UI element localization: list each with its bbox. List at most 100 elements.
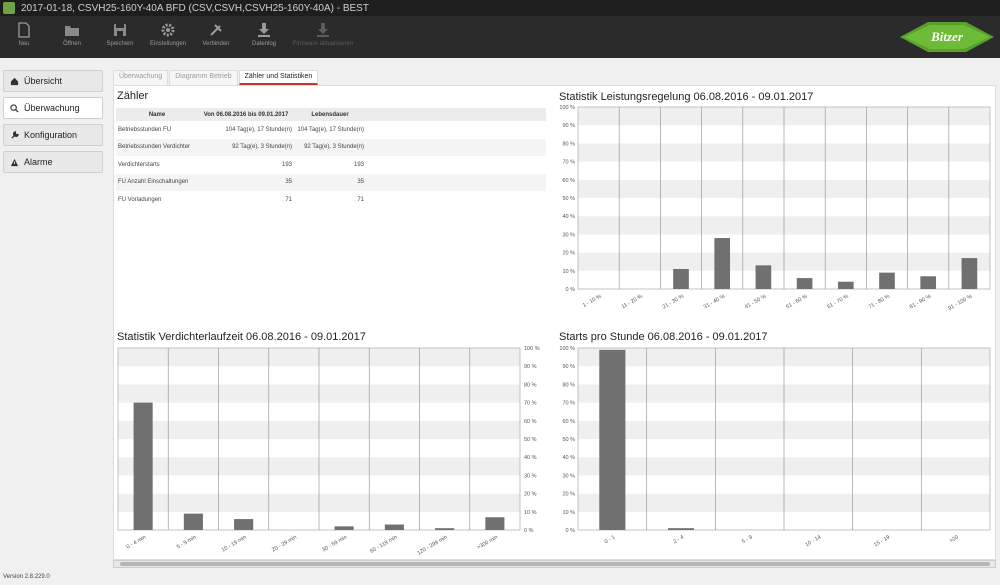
table-cell-empty: [366, 156, 546, 174]
counter-period-value: 35: [198, 173, 294, 191]
datalog-button-label: Datenlog: [251, 41, 277, 47]
wrench-icon: [11, 130, 19, 139]
search-icon: [10, 103, 19, 113]
counter-lifetime-value: 193: [353, 161, 364, 168]
y-tick-label: 60 %: [524, 419, 537, 425]
tab-operation-diagram[interactable]: Diagramm Betrieb: [169, 70, 238, 85]
save-button-label: Speichern: [106, 41, 134, 47]
y-tick-label: 100 %: [559, 346, 575, 352]
connect-button-label: Verbinden: [202, 41, 230, 47]
sidebar-item-label: Überwachung: [24, 103, 80, 113]
connect-button[interactable]: Verbinden: [192, 16, 240, 58]
bar: [961, 258, 978, 289]
bar: [384, 524, 404, 530]
x-tick-label: 31 - 40 %: [703, 293, 726, 310]
y-tick-label: 90 %: [562, 364, 575, 370]
new-file-icon: [18, 22, 30, 38]
firmware-button-label: Firmware aktualisieren: [292, 41, 354, 47]
new-button[interactable]: Neu: [0, 16, 48, 58]
x-tick-label: 5 - 9: [741, 535, 754, 546]
counter-name: Betriebsstunden Verdichter: [116, 138, 198, 156]
y-tick-label: 30 %: [562, 232, 575, 238]
toolbar: Neu Öffnen Speichern Einstellungen Verbi…: [0, 16, 1000, 58]
y-tick-label: 10 %: [524, 510, 537, 516]
bar: [714, 238, 731, 289]
sidebar: Übersicht Überwachung Konfiguration Alar…: [0, 62, 108, 582]
column-header-period: Von 06.08.2016 bis 09.01.2017: [198, 108, 294, 121]
bar: [334, 526, 354, 530]
table-header-row: Name Von 06.08.2016 bis 09.01.2017 Leben…: [116, 108, 546, 121]
y-tick-label: 40 %: [562, 455, 575, 461]
y-tick-label: 70 %: [524, 401, 537, 407]
y-tick-label: 0 %: [566, 528, 576, 534]
sidebar-item-configuration[interactable]: Konfiguration: [3, 124, 103, 146]
datalog-button[interactable]: Datenlog: [240, 16, 288, 58]
counter-name: Betriebsstunden FU: [118, 126, 172, 133]
y-tick-label: 30 %: [524, 473, 537, 479]
runtime-chart-title: Statistik Verdichterlaufzeit 06.08.2016 …: [117, 331, 366, 343]
y-tick-label: 0 %: [566, 287, 576, 293]
y-tick-label: 80 %: [562, 141, 575, 147]
bar: [133, 402, 153, 530]
table-cell-empty: [366, 173, 546, 191]
sidebar-item-monitoring[interactable]: Überwachung: [3, 97, 103, 119]
open-button[interactable]: Öffnen: [48, 16, 96, 58]
bar: [879, 272, 895, 289]
y-tick-label: 60 %: [562, 419, 575, 425]
y-tick-label: 90 %: [524, 364, 537, 370]
table-cell-empty: [366, 138, 546, 156]
y-tick-label: 70 %: [562, 160, 575, 166]
capacity-control-chart: 0 % 10 % 20 % 30 % 40 % 50 % 60 % 70 % 80 % 90 % 1…: [559, 105, 991, 312]
table-row: FU Anzahl Einschaltungen 35 35: [116, 173, 546, 191]
x-tick-label: 15 - 19: [873, 535, 891, 549]
new-button-label: Neu: [18, 41, 30, 47]
settings-button[interactable]: Einstellungen: [144, 16, 192, 58]
x-tick-label: 61 - 70 %: [826, 293, 849, 310]
bar: [837, 281, 854, 289]
firmware-icon: [317, 23, 329, 37]
x-tick-label: 81 - 90 %: [909, 293, 932, 310]
x-tick-label: 0 - 4 min: [126, 535, 148, 551]
y-tick-label: 60 %: [562, 178, 575, 184]
y-tick-label: 40 %: [562, 214, 575, 220]
x-tick-label: 1 - 10 %: [582, 293, 603, 308]
x-tick-label: 30 - 59 min: [321, 535, 348, 554]
firmware-button[interactable]: Firmware aktualisieren: [288, 16, 358, 58]
bar: [673, 268, 689, 289]
y-tick-label: 30 %: [562, 473, 575, 479]
y-tick-label: 100 %: [559, 105, 575, 111]
counters-table: Name Von 06.08.2016 bis 09.01.2017 Leben…: [116, 108, 546, 209]
y-tick-label: 70 %: [562, 401, 575, 407]
warning-icon: [10, 158, 19, 166]
horizontal-scrollbar[interactable]: [113, 560, 996, 568]
counter-lifetime-value: 92 Tag(e), 3 Stunde(n): [294, 138, 366, 156]
x-tick-label: 5 - 9 min: [176, 535, 198, 551]
counter-name: Verdichterstarts: [118, 161, 160, 168]
counter-period-value: 71: [285, 196, 292, 203]
x-tick-label: 0 - 1: [604, 535, 617, 546]
y-tick-label: 20 %: [562, 251, 575, 257]
sidebar-item-alarms[interactable]: Alarme: [3, 151, 103, 173]
settings-button-label: Einstellungen: [149, 41, 187, 47]
bar: [599, 349, 626, 530]
gear-icon: [161, 23, 175, 37]
sidebar-item-overview[interactable]: Übersicht: [3, 70, 103, 92]
x-tick-label: 120 - 299 min: [416, 535, 448, 557]
bar: [920, 276, 937, 289]
x-tick-label: 71 - 80 %: [868, 293, 891, 310]
y-tick-label: 10 %: [562, 269, 575, 275]
tab-monitoring[interactable]: Überwachung: [113, 70, 169, 85]
starts-per-hour-chart: 0 % 10 % 20 % 30 % 40 % 50 % 60 % 70 % 80 % 90 % 1…: [559, 346, 991, 549]
counters-title: Zähler: [117, 90, 149, 102]
save-button[interactable]: Speichern: [96, 16, 144, 58]
counter-name: FU Anzahl Einschaltungen: [116, 173, 198, 191]
scrollbar-thumb[interactable]: [120, 562, 990, 566]
compressor-runtime-chart: 0 % 10 % 20 % 30 % 40 % 50 % 60 % 70 % 80 % 90 % 1…: [117, 346, 540, 557]
x-tick-label: 21 - 30 %: [662, 293, 685, 310]
table-cell-empty: [366, 121, 546, 139]
tab-counters-statistics[interactable]: Zähler und Statistiken: [238, 70, 319, 85]
x-tick-label: 2 - 4: [672, 535, 685, 546]
folder-icon: [65, 26, 79, 36]
table-row: FU Vorladungen 71 71: [116, 191, 546, 209]
x-tick-label: >300 min: [476, 535, 499, 552]
